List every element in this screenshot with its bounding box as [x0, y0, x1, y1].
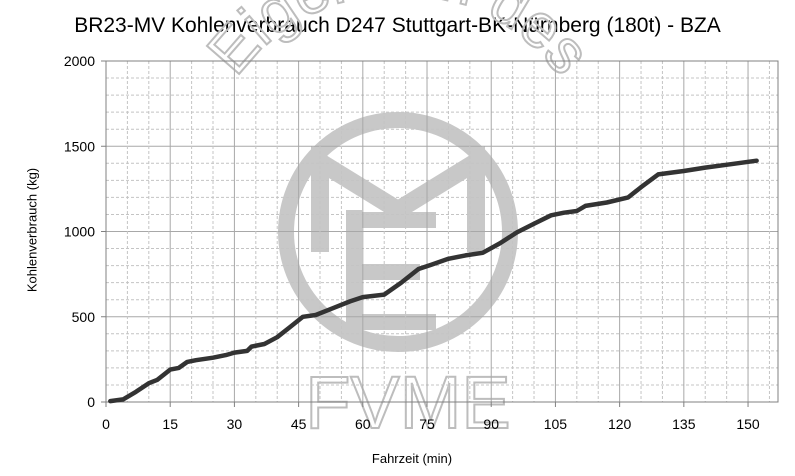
x-tick-label: 30: [227, 416, 243, 432]
y-tick-label: 2000: [64, 53, 95, 69]
y-tick-label: 500: [72, 309, 96, 325]
x-axis-label: Fahrzeit (min): [371, 451, 453, 466]
x-tick-label: 90: [483, 416, 499, 432]
x-tick-label: 45: [291, 416, 307, 432]
grid-lines: [105, 60, 778, 403]
watermark-emblem-m: [311, 145, 485, 252]
series-line: [108, 158, 759, 404]
x-tick-label: 150: [736, 416, 760, 432]
x-tick-label: 60: [355, 416, 371, 432]
tick-labels: 0 500 1000 1500 2000 0 15 30 45 60 75 90 105 120 135 15…: [64, 53, 760, 432]
x-tick-label: 105: [544, 416, 568, 432]
watermark-emblem-e: [346, 210, 436, 330]
axes: [101, 60, 779, 407]
series-layer: [108, 158, 759, 404]
y-tick-label: 1500: [64, 138, 95, 154]
x-tick-label: 75: [419, 416, 435, 432]
y-tick-label: 0: [87, 394, 95, 410]
x-tick-label: 135: [672, 416, 696, 432]
chart-title: BR23-MV Kohlenverbrauch D247 Stuttgart-B…: [74, 14, 721, 37]
x-tick-label: 15: [162, 416, 178, 432]
x-tick-label: 120: [608, 416, 632, 432]
y-tick-label: 1000: [64, 224, 95, 240]
y-axis-label: Kohlenverbrauch (kg): [24, 167, 40, 293]
x-tick-label: 0: [102, 416, 110, 432]
